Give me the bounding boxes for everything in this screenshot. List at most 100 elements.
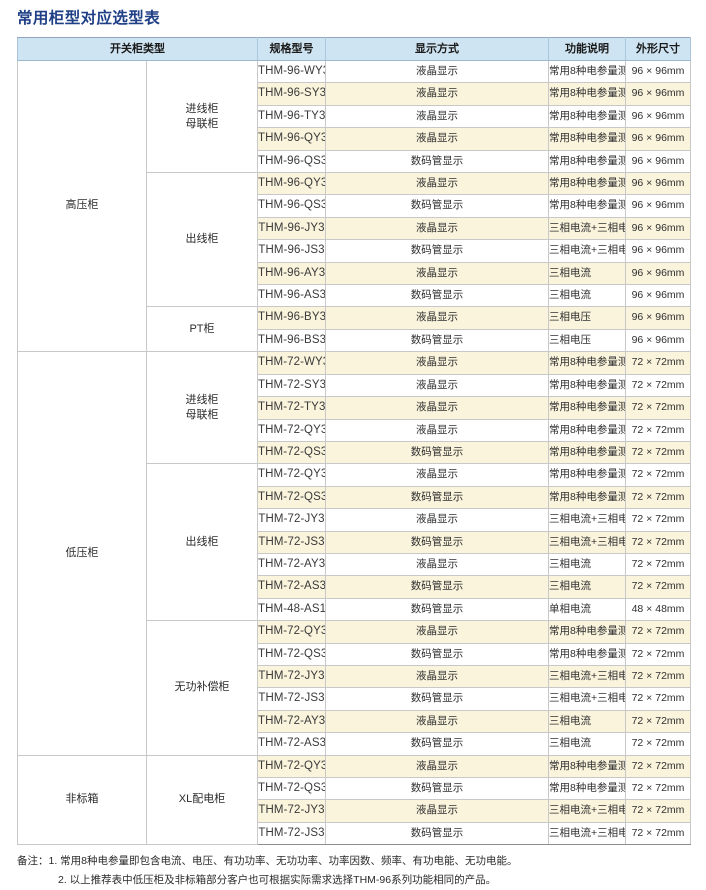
cell-model: THM-72-AS3 <box>257 575 326 599</box>
cell-model: THM-72-JS3 <box>257 530 326 554</box>
cabinet-subgroup-2-1: 进线柜 母联柜 <box>146 351 258 465</box>
cell-model: THM-72-JY3 <box>257 508 326 532</box>
cell-function: 常用8种电参量测量+分时电能+谐波监测 <box>548 351 626 375</box>
table-header: 开关柜类型 规格型号 显示方式 功能说明 外形尺寸 开孔尺寸 <box>17 37 691 61</box>
table-row: 高压柜进线柜母联柜THM-96-WY3液晶显示常用8种电参量测量+分时电能+谐波… <box>17 59 691 353</box>
cell-display-type: 液晶显示 <box>325 261 549 286</box>
cell-outer-size: 72 × 72mm <box>625 575 691 599</box>
cell-model: THM-96-JY3 <box>257 216 326 241</box>
cell-display-type: 液晶显示 <box>325 508 549 532</box>
cell-function: 单相电流 <box>548 597 626 622</box>
cell-display-type: 液晶显示 <box>325 216 549 241</box>
cabinet-group-3: 非标箱 <box>17 754 147 846</box>
cell-function: 常用8种电参量测量 <box>548 440 626 465</box>
cell-model: THM-72-QY3 <box>257 620 326 644</box>
cell-model: THM-96-BS3 <box>257 328 326 353</box>
cell-outer-size: 72 × 72mm <box>625 687 691 711</box>
cell-function: 常用8种电参量测量+分时电能+谐波监测 <box>548 59 626 84</box>
cell-function: 常用8种电参量测量 <box>548 776 626 801</box>
cell-model: THM-96-TY3 <box>257 104 326 129</box>
cell-model: THM-72-AY3 <box>257 552 326 577</box>
cell-outer-size: 96 × 96mm <box>625 172 691 196</box>
cell-display-type: 数码管显示 <box>325 776 549 801</box>
subgroup-label-line: XL配电柜 <box>178 793 226 806</box>
cell-outer-size: 96 × 96mm <box>625 149 691 174</box>
cell-display-type: 液晶显示 <box>325 172 549 196</box>
cell-outer-size: 96 × 96mm <box>625 59 691 84</box>
cabinet-group-2: 低压柜 <box>17 351 147 756</box>
table-row: THM-72-QS3数码管显示常用8种电参量测量72 × 72mm67 × 67… <box>18 642 691 666</box>
cell-function: 常用8种电参量测量 <box>548 754 626 779</box>
cell-function: 三相电流 <box>548 709 626 734</box>
cell-function: 三相电流+三相电压 <box>548 821 626 846</box>
cell-model: THM-72-QY3 <box>257 463 326 487</box>
cell-model: THM-72-QY3 <box>257 418 326 442</box>
cell-model: THM-72-QS3 <box>257 485 326 510</box>
table-row: 低压柜进线柜母联柜THM-72-WY3液晶显示常用8种电参量测量+分时电能+谐波… <box>17 351 691 756</box>
cell-model: THM-96-BY3 <box>257 306 326 330</box>
table-row: THM-96-TY3液晶显示常用8种电参量测量+分时电能96 × 96mm91 … <box>18 104 691 129</box>
cell-outer-size: 96 × 96mm <box>625 328 691 353</box>
cell-display-type: 液晶显示 <box>325 104 549 129</box>
cabinet-subgroup-1-2: 出线柜 <box>146 172 258 308</box>
cell-function: 常用8种电参量测量 <box>548 127 626 151</box>
cell-function: 常用8种电参量测量 <box>548 418 626 442</box>
cell-function: 三相电流+三相电压 <box>548 216 626 241</box>
cell-display-type: 液晶显示 <box>325 418 549 442</box>
cell-display-type: 液晶显示 <box>325 59 549 84</box>
cell-function: 三相电流+三相电压 <box>548 508 626 532</box>
cell-outer-size: 72 × 72mm <box>625 463 691 487</box>
cell-display-type: 数码管显示 <box>325 597 549 622</box>
cell-function: 常用8种电参量测量+谐波监测 <box>548 82 626 106</box>
column-header-display: 显示方式 <box>325 37 549 61</box>
cell-function: 常用8种电参量测量 <box>548 194 626 218</box>
cell-model: THM-72-QS3 <box>257 776 326 801</box>
cell-display-type: 液晶显示 <box>325 709 549 734</box>
cell-function: 常用8种电参量测量+分时电能 <box>548 104 626 129</box>
cell-outer-size: 96 × 96mm <box>625 82 691 106</box>
table-body: 高压柜进线柜母联柜THM-96-WY3液晶显示常用8种电参量测量+分时电能+谐波… <box>17 59 691 846</box>
note-line-2: 2. 以上推荐表中低压柜及非标箱部分客户也可根据实际需求选择THM-96系列功能… <box>17 871 690 890</box>
cell-outer-size: 72 × 72mm <box>625 351 691 375</box>
cell-function: 常用8种电参量测量 <box>548 485 626 510</box>
cell-function: 常用8种电参量测量 <box>548 620 626 644</box>
cell-function: 三相电流+三相电压 <box>548 687 626 711</box>
cell-display-type: 数码管显示 <box>325 149 549 174</box>
cell-outer-size: 48 × 48mm <box>625 597 691 622</box>
cell-display-type: 液晶显示 <box>325 373 549 398</box>
cell-outer-size: 96 × 96mm <box>625 127 691 151</box>
cell-function: 常用8种电参量测量 <box>548 149 626 174</box>
cell-display-type: 数码管显示 <box>325 239 549 263</box>
cell-model: THM-72-WY3 <box>257 351 326 375</box>
cell-display-type: 液晶显示 <box>325 127 549 151</box>
cabinet-subgroup-1-3: PT柜 <box>146 306 258 353</box>
column-header-type: 开关柜类型 <box>17 37 258 61</box>
cell-model: THM-96-WY3 <box>257 59 326 84</box>
cell-function: 三相电流+三相电压 <box>548 239 626 263</box>
cell-model: THM-72-JS3 <box>257 821 326 846</box>
table-row: THM-72-SY3液晶显示常用8种电参量测量+谐波监测72 × 72mm67 … <box>18 373 691 398</box>
cell-display-type: 液晶显示 <box>325 620 549 644</box>
cell-display-type: 液晶显示 <box>325 664 549 689</box>
cell-outer-size: 96 × 96mm <box>625 104 691 129</box>
cell-outer-size: 72 × 72mm <box>625 754 691 779</box>
cell-outer-size: 72 × 72mm <box>625 396 691 420</box>
column-header-outer-size: 外形尺寸 <box>625 37 691 61</box>
table-row: THM-96-SY3液晶显示常用8种电参量测量+谐波监测96 × 96mm91 … <box>18 82 691 106</box>
cell-function: 常用8种电参量测量 <box>548 172 626 196</box>
cell-display-type: 数码管显示 <box>325 821 549 846</box>
cell-model: THM-72-JS3 <box>257 687 326 711</box>
cell-function: 三相电流+三相电压 <box>548 664 626 689</box>
subgroup-label-line: 出线柜 <box>185 233 219 246</box>
table-container: 开关柜类型 规格型号 显示方式 功能说明 外形尺寸 开孔尺寸 高压柜进线柜母联柜… <box>0 37 706 846</box>
notes-label: 备注： <box>17 855 49 868</box>
